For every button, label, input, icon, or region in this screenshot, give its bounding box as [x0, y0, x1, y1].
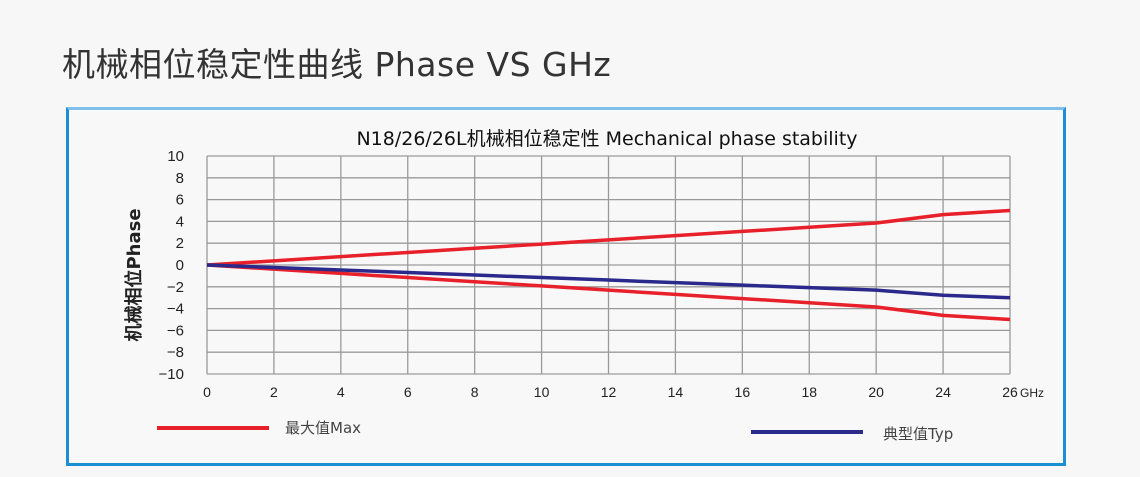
y-tick-label: −10 — [159, 366, 184, 383]
x-tick-label: 20 — [868, 384, 884, 400]
x-tick-label: 12 — [601, 384, 617, 400]
series-line-1 — [206, 263, 1011, 322]
y-tick-label: 0 — [176, 257, 184, 274]
y-tick-label: 8 — [176, 170, 184, 187]
x-tick-label: 4 — [337, 384, 345, 400]
x-tick-label: 0 — [203, 384, 211, 400]
y-tick-label: −2 — [167, 279, 184, 296]
series-line-2 — [206, 263, 1011, 300]
y-tick-label: 4 — [176, 213, 184, 230]
x-tick-label: 10 — [534, 384, 550, 400]
x-tick-label: 8 — [471, 384, 479, 400]
x-tick-label: 14 — [668, 384, 684, 400]
x-tick-label: 18 — [801, 384, 817, 400]
x-tick-label: 2 — [270, 384, 278, 400]
x-tick-label: 6 — [404, 384, 412, 400]
x-tick-label: 24 — [935, 384, 951, 400]
x-tick-label: 16 — [735, 384, 751, 400]
chart-title: N18/26/26L机械相位稳定性 Mechanical phase stabi… — [356, 128, 857, 150]
y-tick-label: −6 — [167, 322, 184, 339]
legend-label: 典型值Typ — [883, 425, 953, 443]
y-tick-label: −4 — [167, 301, 184, 318]
x-axis-unit: GHz — [1020, 386, 1044, 400]
y-axis-label: 机械相位Phase — [123, 208, 145, 341]
y-tick-label: 2 — [176, 235, 184, 252]
legend-label: 最大值Max — [285, 419, 361, 437]
y-tick-label: 10 — [167, 148, 184, 165]
page-title: 机械相位稳定性曲线 Phase VS GHz — [62, 45, 612, 84]
y-tick-label: −8 — [167, 344, 184, 361]
series-line-0 — [206, 208, 1011, 267]
y-tick-label: 6 — [176, 192, 184, 209]
x-tick-label: 26 — [1002, 384, 1018, 400]
